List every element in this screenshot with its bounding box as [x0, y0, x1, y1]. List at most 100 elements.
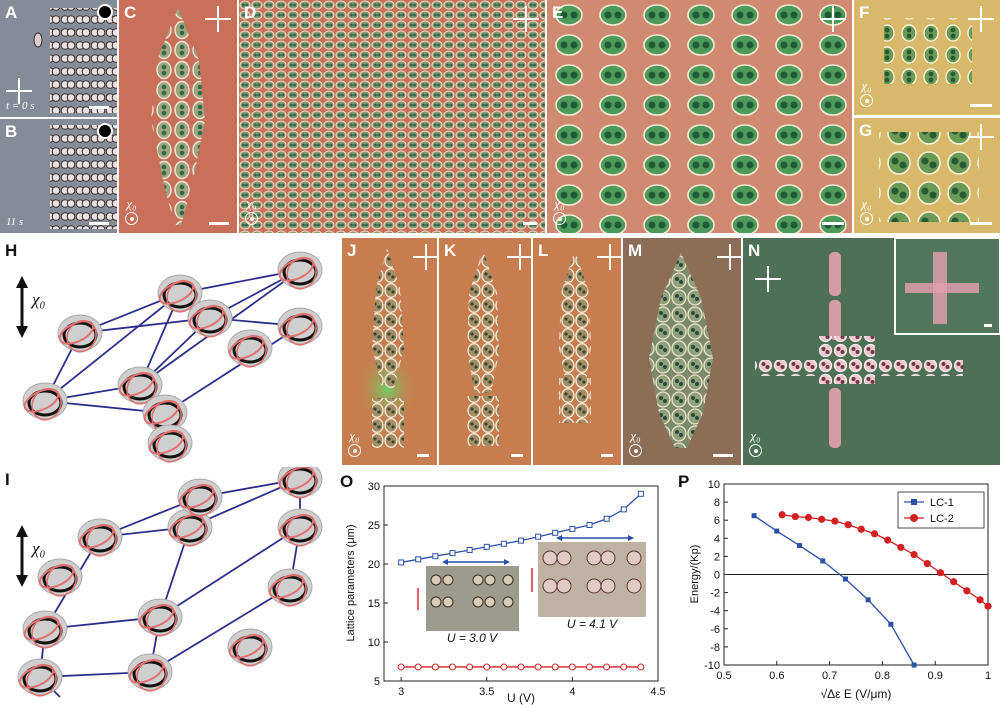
data-point — [797, 543, 803, 549]
data-point — [603, 663, 611, 671]
y-tick-label: 4 — [714, 533, 720, 545]
y-tick-label: -4 — [710, 606, 720, 618]
data-point — [842, 576, 848, 582]
data-point — [586, 663, 593, 671]
data-point — [466, 546, 473, 553]
data-point — [804, 513, 813, 522]
panel-label: B — [5, 122, 18, 141]
data-point — [517, 663, 525, 671]
data-point — [897, 543, 905, 551]
x-tick-label: 1 — [985, 670, 991, 682]
polarizer-icon — [205, 6, 231, 32]
polarizer-icon — [968, 124, 994, 150]
panel-label: M — [628, 241, 643, 260]
data-point — [984, 602, 992, 610]
data-point — [552, 529, 559, 536]
panel-label: I — [5, 470, 10, 489]
chi-indicator: χ₀ — [749, 429, 762, 457]
panel-label: K — [444, 241, 457, 260]
chi-indicator: χ₀ — [553, 197, 566, 225]
data-point — [963, 587, 971, 595]
x-tick-label: 3.5 — [479, 686, 494, 698]
scale-bar — [970, 104, 992, 107]
panel-i: I χ₀ — [0, 467, 338, 705]
polarizer-icon — [755, 266, 781, 292]
x-tick-label: 4 — [569, 686, 575, 698]
panel-label: E — [552, 3, 564, 22]
data-point — [586, 522, 593, 528]
data-point — [620, 663, 628, 671]
data-point — [518, 537, 524, 544]
chi-label: χ₀ — [32, 290, 46, 309]
data-point — [449, 663, 456, 671]
data-point — [870, 530, 879, 538]
y-tick-label: -6 — [710, 624, 720, 636]
panel-label: J — [347, 241, 357, 260]
panel-e: E χ₀ — [547, 0, 852, 233]
data-point — [432, 553, 439, 560]
data-point — [551, 663, 559, 671]
x-tick-label: 0.5 — [716, 670, 731, 682]
y-tick-label: 20 — [368, 559, 380, 571]
panel-label: P — [678, 472, 690, 491]
chi-indicator: χ₀ — [629, 429, 642, 457]
panel-e-micrograph — [547, 0, 852, 233]
data-point — [568, 663, 576, 671]
data-point — [923, 560, 931, 568]
chi-indicator: χ₀ — [348, 429, 361, 457]
y-tick-label: 10 — [368, 637, 380, 649]
data-point — [818, 515, 826, 523]
data-point — [397, 663, 405, 671]
data-point — [950, 578, 958, 586]
polarizer-icon — [820, 6, 846, 32]
scale-bar — [713, 454, 733, 457]
y-tick-label: 30 — [368, 481, 380, 493]
x-axis-label: √Δε E (V/μm) — [821, 687, 892, 701]
polarizer-icon — [413, 244, 437, 270]
polarizer-icon — [6, 78, 32, 104]
panel-i-lattice — [14, 467, 324, 703]
legend-marker-lc1 — [911, 499, 917, 505]
panel-label: N — [748, 241, 761, 260]
scale-bar — [417, 454, 429, 457]
data-point — [449, 550, 456, 557]
chi-arrow-icon — [16, 276, 28, 338]
panel-k: K — [439, 238, 531, 465]
panel-label: H — [5, 241, 18, 260]
panel-m-micrograph — [649, 253, 713, 448]
data-point — [911, 662, 917, 668]
data-point — [466, 663, 474, 671]
data-point — [857, 525, 865, 533]
panel-j: J χ₀ — [342, 238, 437, 465]
panel-o: 3 3.5 4 4.5 5 10 15 20 25 30 U = — [338, 470, 668, 705]
inset-2 — [531, 535, 646, 617]
panel-label: L — [538, 241, 549, 260]
data-point — [431, 663, 439, 671]
y-axis-label: Lattice parameters (μm) — [345, 525, 357, 642]
x-tick-label: 0.8 — [875, 670, 890, 682]
data-point — [910, 550, 918, 559]
series-line-LC-1 — [753, 515, 915, 666]
inset-1 — [417, 559, 519, 631]
panel-m: M χ₀ — [623, 238, 741, 465]
data-point — [534, 663, 542, 671]
data-point — [415, 556, 422, 563]
y-tick-label: 10 — [708, 479, 720, 491]
x-tick-label: 0.9 — [928, 670, 943, 682]
x-tick-label: 4.5 — [650, 686, 665, 698]
legend-marker-lc2 — [910, 514, 918, 522]
y-tick-label: 15 — [368, 598, 380, 610]
panel-h: H χ₀ — [0, 238, 338, 463]
legend: LC-1 LC-2 — [897, 491, 985, 529]
data-point — [500, 540, 507, 547]
panel-p: 0.5 0.6 0.7 0.8 0.9 1 10 8 6 4 2 0 -2 -4 -6 -8 -10 LC-1 … — [670, 470, 1000, 705]
data-point — [774, 528, 780, 534]
data-point — [844, 521, 852, 529]
data-point — [820, 558, 826, 564]
panel-n: N χ₀ — [743, 238, 1000, 465]
chi-dot-icon — [97, 123, 113, 139]
chi-dot-icon — [97, 4, 113, 20]
panel-f-micrograph — [884, 18, 972, 84]
panel-a-micrograph — [33, 8, 117, 113]
